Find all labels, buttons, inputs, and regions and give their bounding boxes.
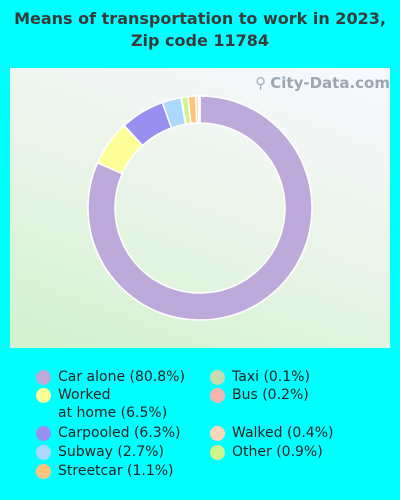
legend-item-worked-at-home: Worked at home (6.5%) xyxy=(36,386,167,422)
legend-item-walked: Walked (0.4%) xyxy=(210,424,333,442)
legend-label: Bus (0.2%) xyxy=(232,387,309,403)
legend-item-subway: Subway (2.7%) xyxy=(36,443,164,461)
slice-car-alone xyxy=(87,95,313,321)
legend-label: Car alone (80.8%) xyxy=(58,369,185,385)
legend-label: Streetcar (1.1%) xyxy=(58,463,174,479)
legend-swatch xyxy=(36,426,51,441)
legend-label: Walked (0.4%) xyxy=(232,425,334,441)
legend-swatch xyxy=(210,445,225,460)
legend-label: Subway (2.7%) xyxy=(58,444,164,460)
legend-swatch xyxy=(36,445,51,460)
legend-label: Other (0.9%) xyxy=(232,444,323,460)
chart-title: Means of transportation to work in 2023,… xyxy=(14,9,386,50)
watermark-text: City-Data.com xyxy=(270,74,390,92)
legend-item-car-alone: Car alone (80.8%) xyxy=(36,368,185,386)
watermark: ⚲ City-Data.com xyxy=(255,74,390,92)
legend-swatch xyxy=(210,426,225,441)
legend-label: Worked at home (6.5%) xyxy=(58,387,168,421)
legend-swatch xyxy=(210,388,225,403)
legend-item-bus: Bus (0.2%) xyxy=(210,386,309,404)
legend-swatch xyxy=(36,464,51,479)
legend-label: Taxi (0.1%) xyxy=(232,369,310,385)
legend-item-other: Other (0.9%) xyxy=(210,443,323,461)
legend-swatch xyxy=(210,370,225,385)
legend-item-carpooled: Carpooled (6.3%) xyxy=(36,424,180,442)
legend: Car alone (80.8%) Worked at home (6.5%) Ca… xyxy=(0,364,400,494)
legend-item-taxi: Taxi (0.1%) xyxy=(210,368,310,386)
slice-bus xyxy=(197,95,201,124)
legend-swatch xyxy=(36,370,51,385)
donut-chart xyxy=(87,95,313,321)
legend-swatch xyxy=(36,388,51,403)
magnifier-icon: ⚲ xyxy=(255,74,267,92)
legend-item-streetcar: Streetcar (1.1%) xyxy=(36,462,174,480)
legend-label: Carpooled (6.3%) xyxy=(58,425,181,441)
